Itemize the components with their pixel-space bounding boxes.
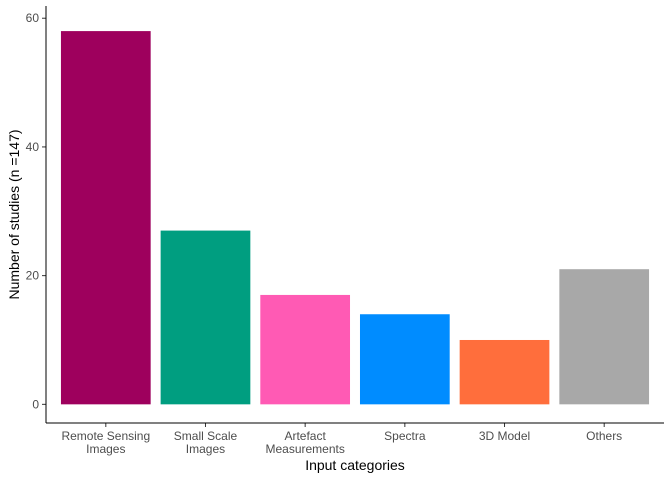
bar-2 <box>260 294 351 405</box>
y-tick-label-2: 40 <box>26 140 40 154</box>
y-axis-title: Number of studies (n =147) <box>6 129 22 299</box>
y-tick-label-1: 20 <box>26 269 40 283</box>
x-tick-label-1: Small Scale Images <box>174 429 238 456</box>
bars-group <box>60 31 650 405</box>
x-tick-label-5: Others <box>586 429 622 443</box>
x-tick-label-0: Remote Sensing Images <box>61 429 150 456</box>
y-axis-ticks: 0 20 40 60 <box>26 11 46 411</box>
x-tick-label-2: Artefact Measurements <box>265 429 344 456</box>
bar-3 <box>359 314 450 405</box>
x-tick-label-3: Spectra <box>384 429 426 443</box>
x-axis-ticks: Remote Sensing Images Small Scale Images Art… <box>61 423 622 456</box>
y-tick-label-3: 60 <box>26 11 40 25</box>
y-tick-label-0: 0 <box>32 397 39 411</box>
x-axis-title: Input categories <box>305 457 405 473</box>
x-tick-label-4: 3D Model <box>479 429 530 443</box>
bar-1 <box>160 230 251 405</box>
bar-0 <box>60 31 151 405</box>
bar-5 <box>559 269 650 405</box>
bar-4 <box>459 339 550 405</box>
